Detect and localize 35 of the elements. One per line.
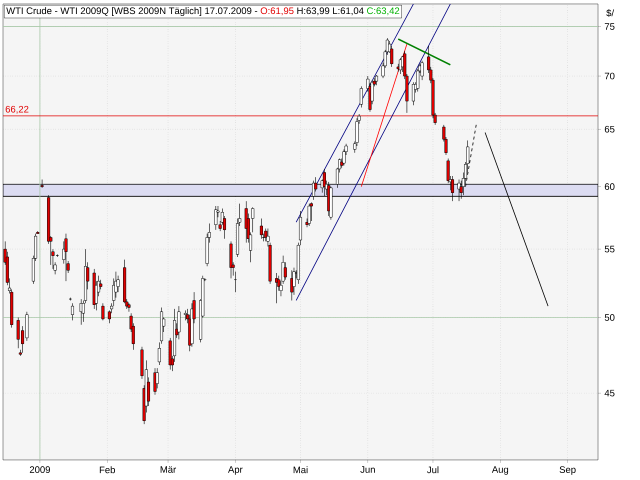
candlestick bbox=[284, 262, 287, 280]
x-tick-label: 2009 bbox=[30, 466, 50, 473]
y-tick-label: 45 bbox=[604, 390, 614, 396]
x-tick-label: Sep bbox=[560, 466, 576, 475]
y-tick-label: 50 bbox=[604, 314, 615, 321]
candlestick bbox=[127, 303, 131, 312]
x-tick-label: Jul bbox=[427, 466, 438, 474]
annotation: O:61,95 bbox=[260, 7, 294, 16]
annotation: 66,22 bbox=[6, 106, 28, 114]
x-tick-label: Mär bbox=[160, 466, 176, 473]
candlestick bbox=[64, 233, 68, 282]
x-tick-label: Jun bbox=[360, 466, 375, 473]
candlestick bbox=[101, 303, 104, 321]
candlestick bbox=[184, 310, 187, 321]
candlestick bbox=[360, 86, 363, 108]
candlestick bbox=[25, 311, 28, 342]
x-tick-label: Aug bbox=[492, 466, 508, 475]
x-tick-label: Feb bbox=[100, 466, 115, 474]
y-tick-label: 65 bbox=[604, 126, 614, 133]
chart-title: WTI Crude - WTI 2009Q [WBS 2009N Täglich] 17.07.2009 - bbox=[6, 7, 258, 16]
candlestick bbox=[70, 303, 74, 321]
candlestick bbox=[244, 200, 248, 243]
annotation: H:63,99 L:61,04 bbox=[297, 7, 364, 16]
x-tick-label: Mai bbox=[294, 466, 308, 474]
candlestick bbox=[290, 270, 294, 301]
candlestick bbox=[16, 317, 20, 349]
y-tick-label: 75 bbox=[604, 23, 614, 30]
candlestick bbox=[229, 241, 233, 279]
x-tick-label: Apr bbox=[228, 466, 243, 475]
y-axis-title: $/ bbox=[606, 9, 614, 17]
y-tick-label: 60 bbox=[604, 183, 615, 190]
y-tick-label: 70 bbox=[604, 72, 615, 80]
y-tick-label: 55 bbox=[604, 246, 614, 252]
candlestick bbox=[308, 203, 311, 226]
annotation: C:63,42 bbox=[367, 7, 400, 16]
